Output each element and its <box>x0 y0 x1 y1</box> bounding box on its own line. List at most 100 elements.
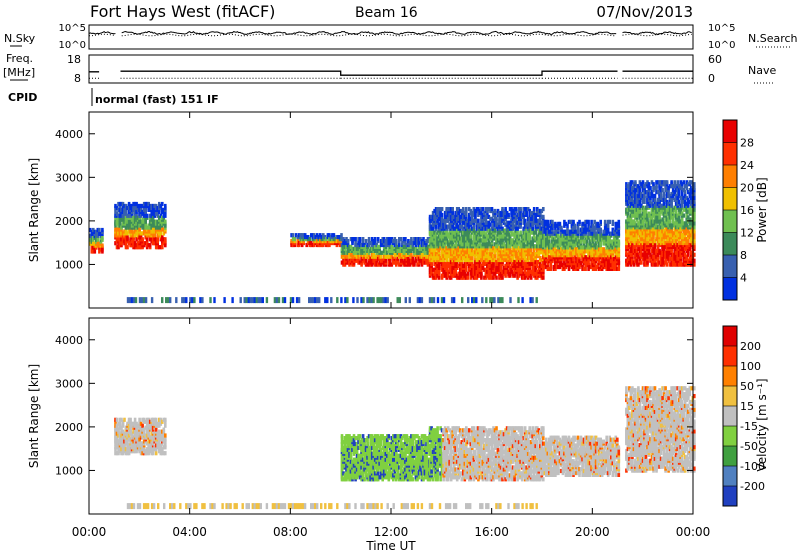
echo-cell <box>667 190 670 194</box>
echo-cell <box>669 219 672 223</box>
echo-cell <box>645 210 648 214</box>
noise-search-line <box>89 34 692 36</box>
echo-cell <box>612 220 615 224</box>
echo-cell <box>489 223 492 227</box>
echo-cell <box>347 239 350 243</box>
echo-cell <box>604 220 607 224</box>
echo-cell <box>380 255 383 259</box>
echo-cell <box>618 224 621 228</box>
echo-cell <box>519 231 522 235</box>
cpid-text: normal (fast) 151 IF <box>95 93 219 106</box>
echo-cell <box>101 236 104 240</box>
echo-cell <box>495 276 498 280</box>
echo-cell <box>618 220 621 224</box>
echo-cell <box>144 208 147 212</box>
echo-cell <box>480 272 483 276</box>
echo-cell <box>126 235 129 239</box>
echo-cell <box>377 237 380 241</box>
noise-left-tick-bottom: 10^0 <box>59 40 86 51</box>
echo-cell <box>470 234 473 238</box>
echo-cell <box>101 228 104 232</box>
date-label: 07/Nov/2013 <box>596 3 693 21</box>
echo-cell <box>365 239 368 243</box>
echo-cell <box>101 244 104 248</box>
freq-line <box>89 71 693 75</box>
noise-panel-frame <box>89 25 693 49</box>
echo-cell <box>574 224 577 228</box>
echo-cell <box>149 243 152 247</box>
echo-cell <box>477 219 480 223</box>
echo-cell <box>678 215 681 219</box>
echo-cell <box>547 220 550 224</box>
echo-cell <box>618 247 621 251</box>
echo-cell <box>467 272 470 276</box>
echo-cell <box>584 267 587 271</box>
nsky-label: N.Sky <box>4 32 36 45</box>
echo-cell <box>164 214 167 218</box>
echo-cell <box>451 211 454 215</box>
echo-cell <box>500 223 503 227</box>
echo-cell <box>422 237 425 241</box>
echo-cell <box>438 276 441 280</box>
echo-cell <box>560 226 563 230</box>
echo-cell <box>618 259 621 263</box>
echo-cell <box>661 188 664 192</box>
nave-label: Nave <box>748 64 776 77</box>
echo-cell <box>559 222 562 226</box>
noise-left-tick-top: 10^5 <box>59 23 86 34</box>
freq-right-tick-top: 60 <box>708 53 722 66</box>
echo-cell <box>673 180 676 184</box>
echo-cell <box>649 186 652 190</box>
echo-cell <box>658 215 661 219</box>
echo-cell <box>465 268 468 272</box>
echo-cell <box>482 207 485 211</box>
echo-cell <box>441 207 444 211</box>
echo-cell <box>643 200 646 204</box>
echo-cell <box>441 213 444 217</box>
echo-cell <box>161 202 164 206</box>
echo-cell <box>501 276 504 280</box>
echo-cell <box>141 237 144 241</box>
echo-cell <box>368 237 371 241</box>
echo-cell <box>164 220 167 224</box>
echo-cell <box>568 267 571 271</box>
echo-cell <box>400 237 403 241</box>
echo-cell <box>660 194 663 198</box>
echo-cell <box>98 228 101 232</box>
echo-cell <box>584 224 587 228</box>
echo-cell <box>504 207 507 211</box>
echo-cell <box>501 207 504 211</box>
echo-cell <box>507 213 510 217</box>
noise-right-tick-top: 10^5 <box>708 23 735 34</box>
echo-cell <box>519 207 522 211</box>
echo-cell <box>670 180 673 184</box>
echo-cell <box>94 249 97 253</box>
echo-cell <box>365 259 368 263</box>
echo-cell <box>542 276 545 280</box>
echo-cell <box>309 237 312 241</box>
echo-cell <box>618 232 621 236</box>
echo-cell <box>654 243 657 247</box>
echo-cell <box>146 214 149 218</box>
echo-cell <box>404 237 407 241</box>
echo-cell <box>590 220 593 224</box>
echo-cell <box>648 182 651 186</box>
echo-cell <box>548 239 551 243</box>
echo-cell <box>435 225 438 229</box>
echo-cell <box>292 233 295 237</box>
echo-cell <box>607 228 610 232</box>
echo-cell <box>504 274 507 278</box>
echo-cell <box>572 220 575 224</box>
echo-cell <box>587 261 590 265</box>
freq-left-tick-bottom: 8 <box>74 72 81 85</box>
echo-cell <box>138 227 141 231</box>
echo-cell <box>542 215 545 219</box>
echo-cell <box>676 180 679 184</box>
echo-cell <box>293 237 296 241</box>
echo-cell <box>354 237 357 241</box>
echo-cell <box>681 217 684 221</box>
echo-cell <box>675 210 678 214</box>
echo-cell <box>654 198 657 202</box>
echo-cell <box>533 207 536 211</box>
echo-cell <box>516 231 519 235</box>
